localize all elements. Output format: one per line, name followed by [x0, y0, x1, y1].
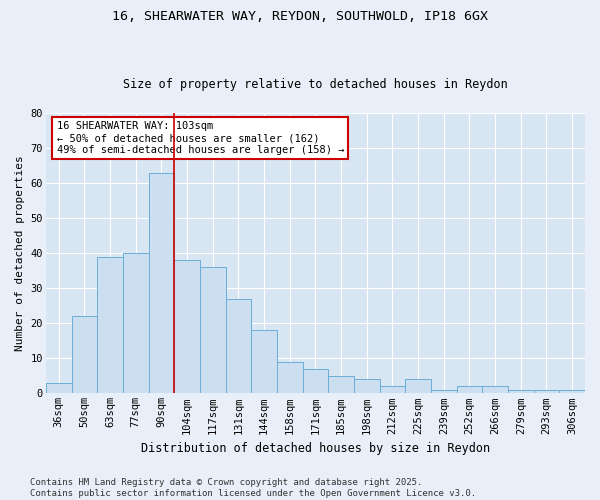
Bar	[302, 369, 328, 394]
Bar	[46, 383, 71, 394]
Y-axis label: Number of detached properties: Number of detached properties	[15, 156, 25, 351]
Bar	[328, 376, 354, 394]
Bar	[71, 316, 97, 394]
Bar	[277, 362, 302, 394]
Bar	[482, 386, 508, 394]
Bar	[457, 386, 482, 394]
Bar	[251, 330, 277, 394]
Bar	[559, 390, 585, 394]
Text: Contains HM Land Registry data © Crown copyright and database right 2025.
Contai: Contains HM Land Registry data © Crown c…	[30, 478, 476, 498]
Bar	[174, 260, 200, 394]
Bar	[533, 390, 559, 394]
Bar	[508, 390, 533, 394]
Text: 16 SHEARWATER WAY: 103sqm
← 50% of detached houses are smaller (162)
49% of semi: 16 SHEARWATER WAY: 103sqm ← 50% of detac…	[56, 122, 344, 154]
Bar	[149, 172, 174, 394]
Bar	[226, 299, 251, 394]
Bar	[123, 253, 149, 394]
Bar	[405, 380, 431, 394]
Bar	[354, 380, 380, 394]
Bar	[97, 256, 123, 394]
Title: Size of property relative to detached houses in Reydon: Size of property relative to detached ho…	[123, 78, 508, 91]
Bar	[200, 267, 226, 394]
Text: 16, SHEARWATER WAY, REYDON, SOUTHWOLD, IP18 6GX: 16, SHEARWATER WAY, REYDON, SOUTHWOLD, I…	[112, 10, 488, 23]
Bar	[380, 386, 405, 394]
X-axis label: Distribution of detached houses by size in Reydon: Distribution of detached houses by size …	[141, 442, 490, 455]
Bar	[431, 390, 457, 394]
